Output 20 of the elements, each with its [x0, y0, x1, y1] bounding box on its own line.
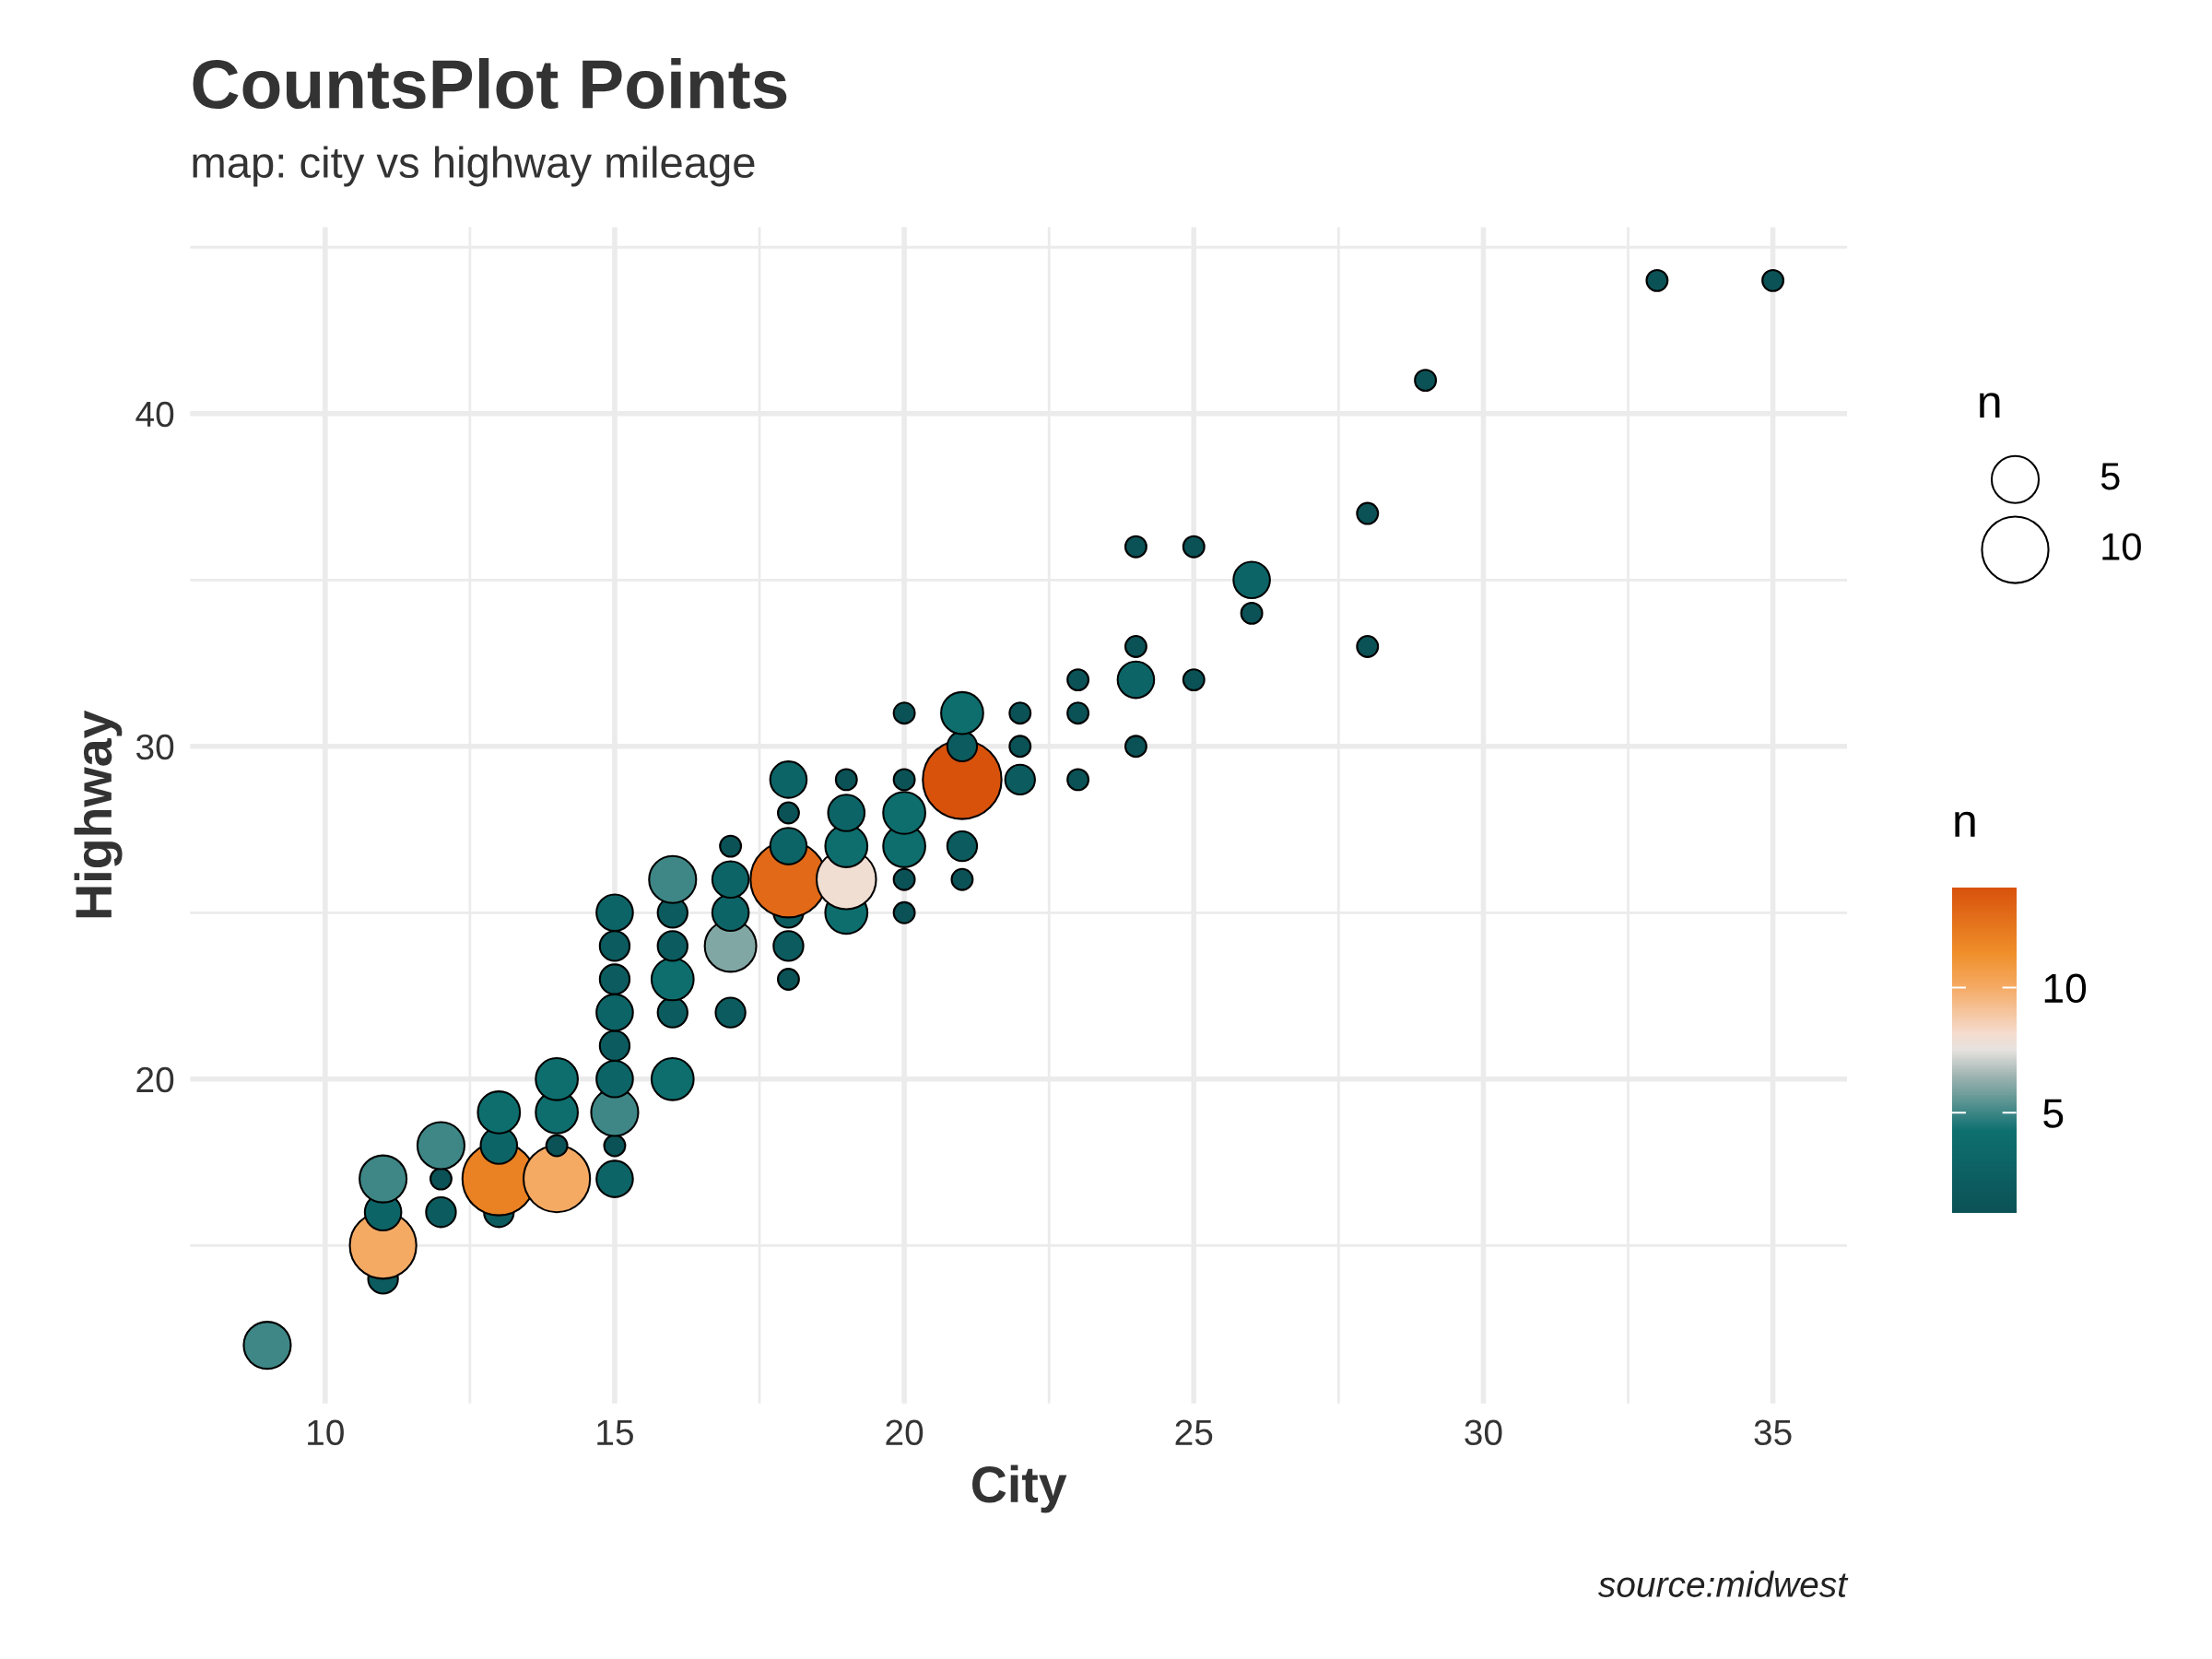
y-tick-label: 30 — [135, 734, 174, 760]
x-tick-label: 30 — [1465, 1419, 1502, 1446]
y-tick-label: 40 — [135, 401, 174, 428]
legend-label: 10 — [2102, 533, 2141, 560]
color-bar-title: n — [1955, 811, 1975, 837]
x-axis-title: City — [972, 1465, 1067, 1513]
x-tick-label: 10 — [308, 1419, 344, 1446]
legend-title: n — [1980, 393, 2000, 418]
color-bar-label: 10 — [2044, 973, 2087, 1004]
y-tick-label: 20 — [136, 1066, 174, 1093]
source-note: source:midwest — [1597, 1571, 1849, 1597]
color-bar-label: 5 — [2043, 1099, 2064, 1128]
x-tick-label: 35 — [1754, 1419, 1792, 1446]
y-axis-title: Highway — [74, 710, 123, 918]
x-tick-label: 20 — [886, 1419, 924, 1446]
chart-title: CountsPlot Points — [193, 58, 787, 110]
x-tick-label: 25 — [1175, 1419, 1213, 1446]
chart-subtitle: map: city vs highway mileage — [193, 146, 755, 187]
x-tick-label: 15 — [597, 1419, 633, 1446]
legend-label: 5 — [2100, 463, 2120, 490]
